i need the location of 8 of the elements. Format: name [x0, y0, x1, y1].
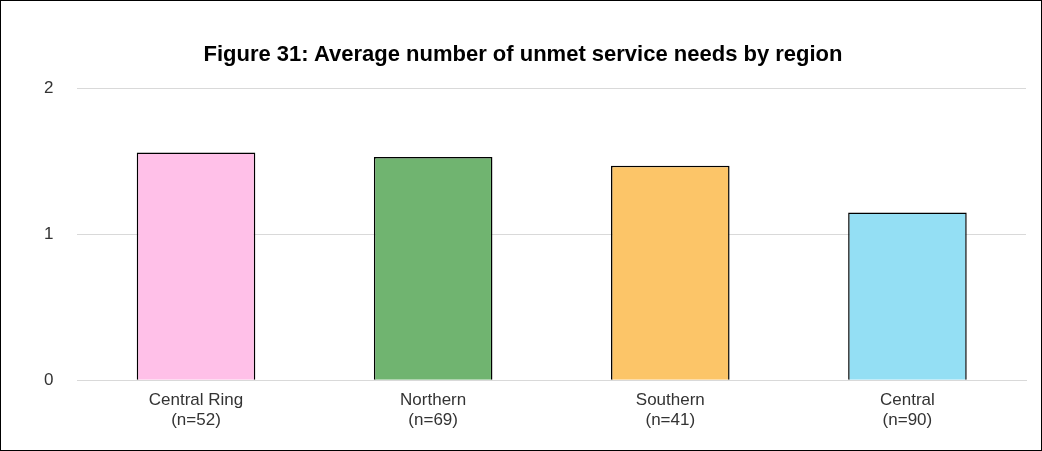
y-tick-label: 1 — [43, 223, 54, 243]
y-tick-label: 2 — [43, 78, 54, 98]
y-tick-label: 0 — [43, 369, 54, 389]
x-tick-label: Northern (n=69) — [400, 390, 467, 430]
chart-title: Figure 31: Average number of unmet service needs by region — [203, 41, 843, 67]
x-tick-label: Southern (n=41) — [635, 390, 705, 430]
x-tick-label: Central (n=90) — [880, 390, 935, 430]
x-tick-label: Central Ring (n=52) — [148, 390, 244, 430]
